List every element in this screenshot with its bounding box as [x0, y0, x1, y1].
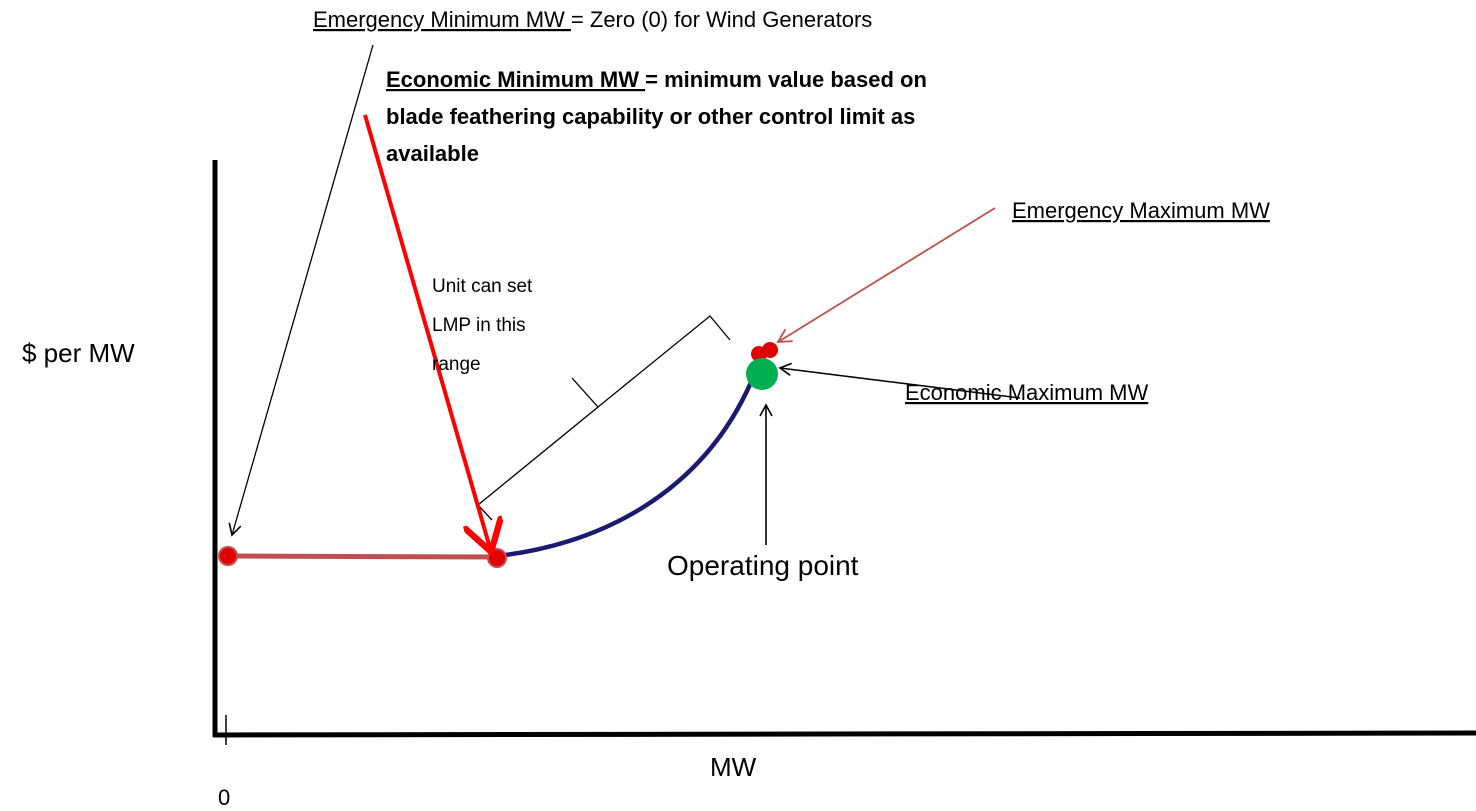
- arrow: [776, 207, 996, 343]
- arrow: [778, 362, 1021, 399]
- label: Emergency Minimum MW: [313, 7, 571, 32]
- range-brace: [477, 315, 731, 521]
- emergency-max-point: [762, 342, 778, 358]
- y-axis-label: $ per MW: [22, 338, 135, 368]
- offer-curve: [496, 379, 755, 559]
- x-axis-label: MW: [710, 752, 757, 782]
- emergency-min-text: Emergency Minimum MW = Zero (0) for Wind…: [313, 7, 872, 32]
- arrow: [363, 114, 490, 548]
- text-line: = minimum value based on: [645, 67, 927, 92]
- economic-max-text: Economic Maximum MW: [905, 380, 1148, 405]
- min-segment: [227, 553, 498, 560]
- emergency-min-point: [218, 546, 238, 566]
- emergency-max-text: Emergency Maximum MW: [1012, 198, 1270, 223]
- text-line: blade feathering capability or other con…: [386, 104, 915, 129]
- range-text: range: [432, 354, 481, 375]
- text: = Zero (0) for Wind Generators: [571, 7, 872, 32]
- operating-point-text: Operating point: [667, 550, 859, 581]
- range-text: Unit can set: [432, 276, 533, 297]
- origin-label: 0: [218, 785, 230, 810]
- x-axis: [212, 730, 1476, 738]
- arrow: [228, 44, 374, 537]
- economic-min-point: [487, 548, 507, 568]
- economic-max-point: [746, 358, 778, 390]
- range-text: LMP in this: [432, 315, 526, 336]
- economic-min-text: Economic Minimum MW = minimum value base…: [386, 67, 927, 92]
- label: Economic Minimum MW: [386, 67, 645, 92]
- text-line: available: [386, 141, 479, 166]
